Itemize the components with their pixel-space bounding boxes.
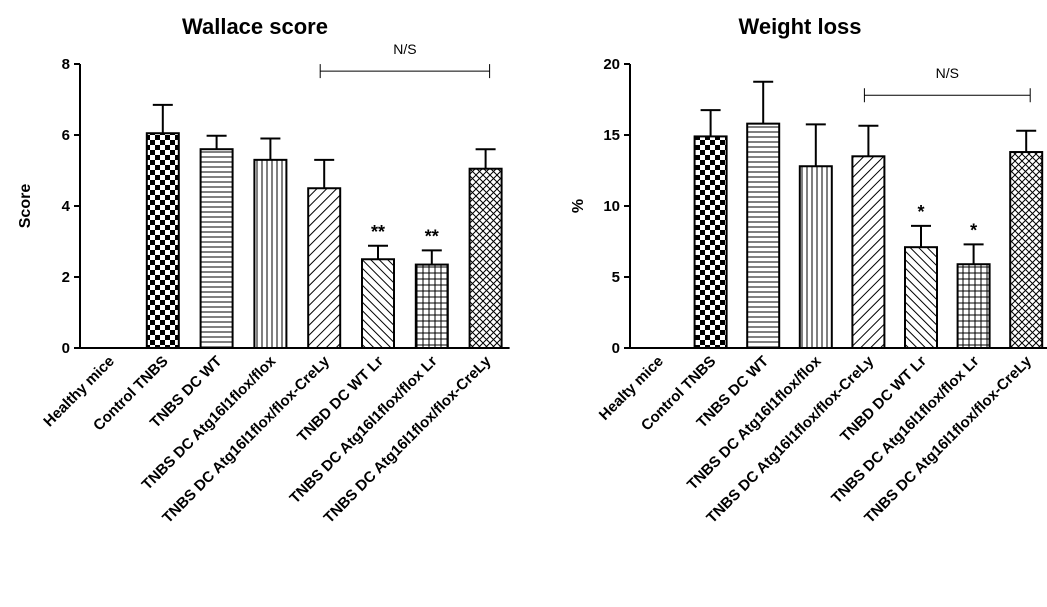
significance-marker: ** (371, 222, 385, 242)
y-tick-label: 6 (62, 127, 70, 144)
bar (798, 165, 833, 349)
y-tick-label: 8 (62, 56, 70, 73)
y-axis-label: Score (17, 184, 34, 229)
y-tick-label: 2 (62, 269, 70, 286)
bar (307, 187, 342, 349)
y-tick-label: 15 (603, 127, 620, 144)
y-tick-label: 0 (62, 340, 70, 357)
bar (145, 132, 180, 349)
bar (1009, 151, 1044, 349)
significance-marker: * (970, 220, 977, 240)
y-tick-label: 20 (603, 56, 620, 73)
bar (851, 155, 886, 349)
bar (904, 246, 938, 349)
y-tick-label: 4 (62, 198, 71, 215)
y-axis-label: % (570, 199, 587, 213)
bar (361, 258, 395, 349)
chart-title: Weight loss (738, 14, 861, 39)
significance-marker: * (917, 202, 924, 222)
y-tick-label: 5 (612, 269, 620, 286)
chart-title: Wallace score (182, 14, 328, 39)
bar (414, 263, 449, 350)
bar (468, 167, 503, 349)
significance-marker: ** (425, 226, 439, 246)
y-tick-label: 0 (612, 340, 620, 357)
bar (956, 263, 991, 349)
bar (199, 148, 234, 349)
y-tick-label: 10 (603, 198, 620, 215)
bracket-label: N/S (393, 41, 416, 57)
bar (746, 122, 781, 349)
bracket-label: N/S (936, 65, 959, 81)
bar (693, 135, 728, 349)
bar (253, 158, 288, 349)
